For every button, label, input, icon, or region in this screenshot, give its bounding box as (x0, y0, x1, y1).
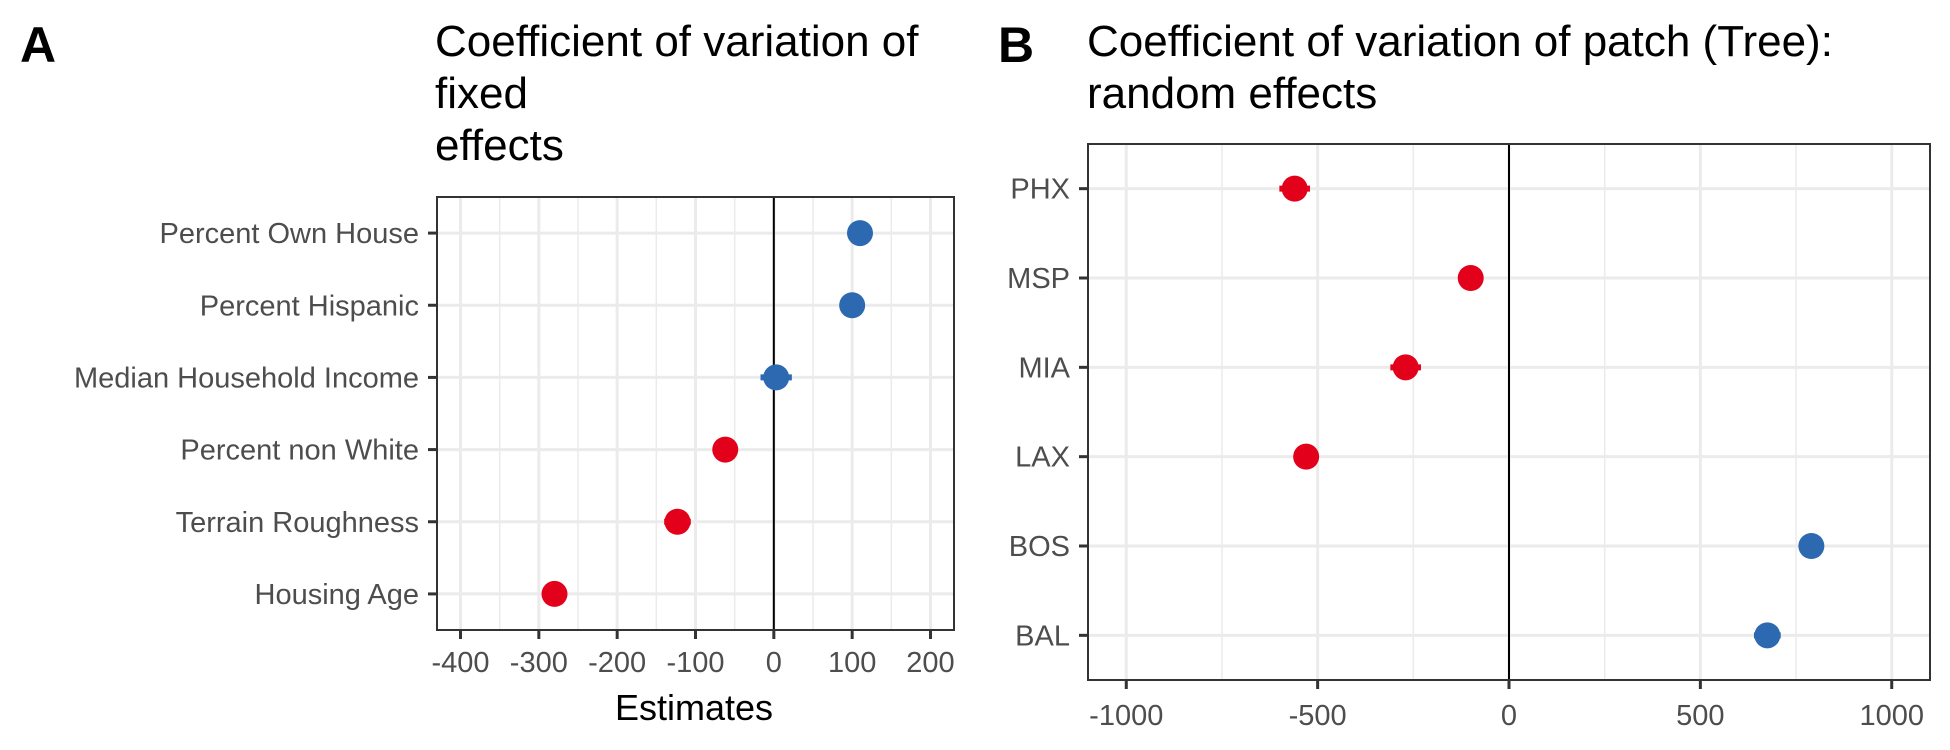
panel-b-point (1798, 533, 1825, 559)
panel-b-x-tick-label: -1000 (1089, 700, 1163, 732)
panel-a-x-tick-label: 100 (828, 647, 876, 679)
panel-a-x-tick-label: -400 (431, 647, 489, 679)
panel-b-y-tick-label: PHX (1010, 174, 1070, 206)
panel-b-point (1754, 622, 1781, 649)
panel-a-title: Coefficient of variation of fixed effect… (435, 17, 931, 170)
panel-a-point (839, 292, 866, 319)
panel-a-title-line-1: Coefficient of variation of (435, 17, 919, 66)
panel-b-title-line-2: random effects (1087, 69, 1377, 118)
panel-b-point (1392, 354, 1419, 381)
panel-a-y-tick-label: Terrain Roughness (176, 507, 419, 539)
panel-a-point (664, 508, 691, 535)
panel-a-point (712, 436, 739, 463)
panel-b-point (1293, 443, 1320, 470)
panel-b-point (1281, 175, 1308, 202)
panel-b-x-tick-label: 500 (1676, 700, 1724, 732)
panel-b-y-tick-label: LAX (1015, 442, 1070, 474)
panel-b-y-tick-label: MIA (1018, 352, 1070, 384)
panel-a-x-tick-label: -200 (588, 647, 646, 679)
panel-a-y-tick-label: Percent Own House (159, 218, 419, 250)
panel-a-title-line-3: effects (435, 121, 564, 170)
panel-b-title: Coefficient of variation of patch (Tree)… (1087, 17, 1845, 118)
panel-b-x-tick-label: 1000 (1859, 700, 1924, 732)
panel-a-letter: A (20, 17, 56, 73)
panel-a-plot: Percent Own House Percent Hispanic Median … (74, 196, 955, 679)
panel-b-y-tick-label: MSP (1007, 263, 1070, 295)
panel-b-y-tick-label: BAL (1015, 620, 1070, 652)
panel-a-x-tick-label: 200 (906, 647, 954, 679)
panel-a-y-tick-label: Median Household Income (74, 362, 419, 394)
panel-a-point (541, 580, 568, 607)
panel-a-title-line-2: fixed (435, 69, 528, 118)
panel-a-point (763, 364, 790, 391)
panel-a-x-axis-title: Estimates (615, 687, 773, 728)
panel-b-point (1457, 265, 1484, 291)
panel-a-x-tick-label: -100 (666, 647, 724, 679)
panel-b-y-tick-label: BOS (1009, 531, 1070, 563)
panel-b-x-tick-label: 0 (1501, 700, 1517, 732)
panel-a-y-tick-label: Percent Hispanic (200, 290, 419, 322)
panel-b-title-line-1: Coefficient of variation of patch (Tree)… (1087, 17, 1833, 66)
panel-a-x-tick-label: -300 (510, 647, 568, 679)
panel-a-title-clip (976, 0, 998, 130)
panel-a: A Coefficient of variation of fixed effe… (20, 0, 998, 728)
panel-b: B Coefficient of variation of patch (Tre… (998, 17, 1931, 732)
panel-a-y-tick-label: Housing Age (255, 579, 419, 611)
panel-a-x-tick-label: 0 (766, 647, 782, 679)
panel-a-point (847, 220, 873, 247)
panel-a-y-tick-label: Percent non White (180, 435, 419, 467)
panel-b-x-tick-label: -500 (1289, 700, 1347, 732)
panel-b-letter: B (998, 17, 1034, 73)
panel-b-plot: PHX MSP MIA LAX BOS BAL -1000 -500 0 500 1000 (1007, 143, 1931, 732)
